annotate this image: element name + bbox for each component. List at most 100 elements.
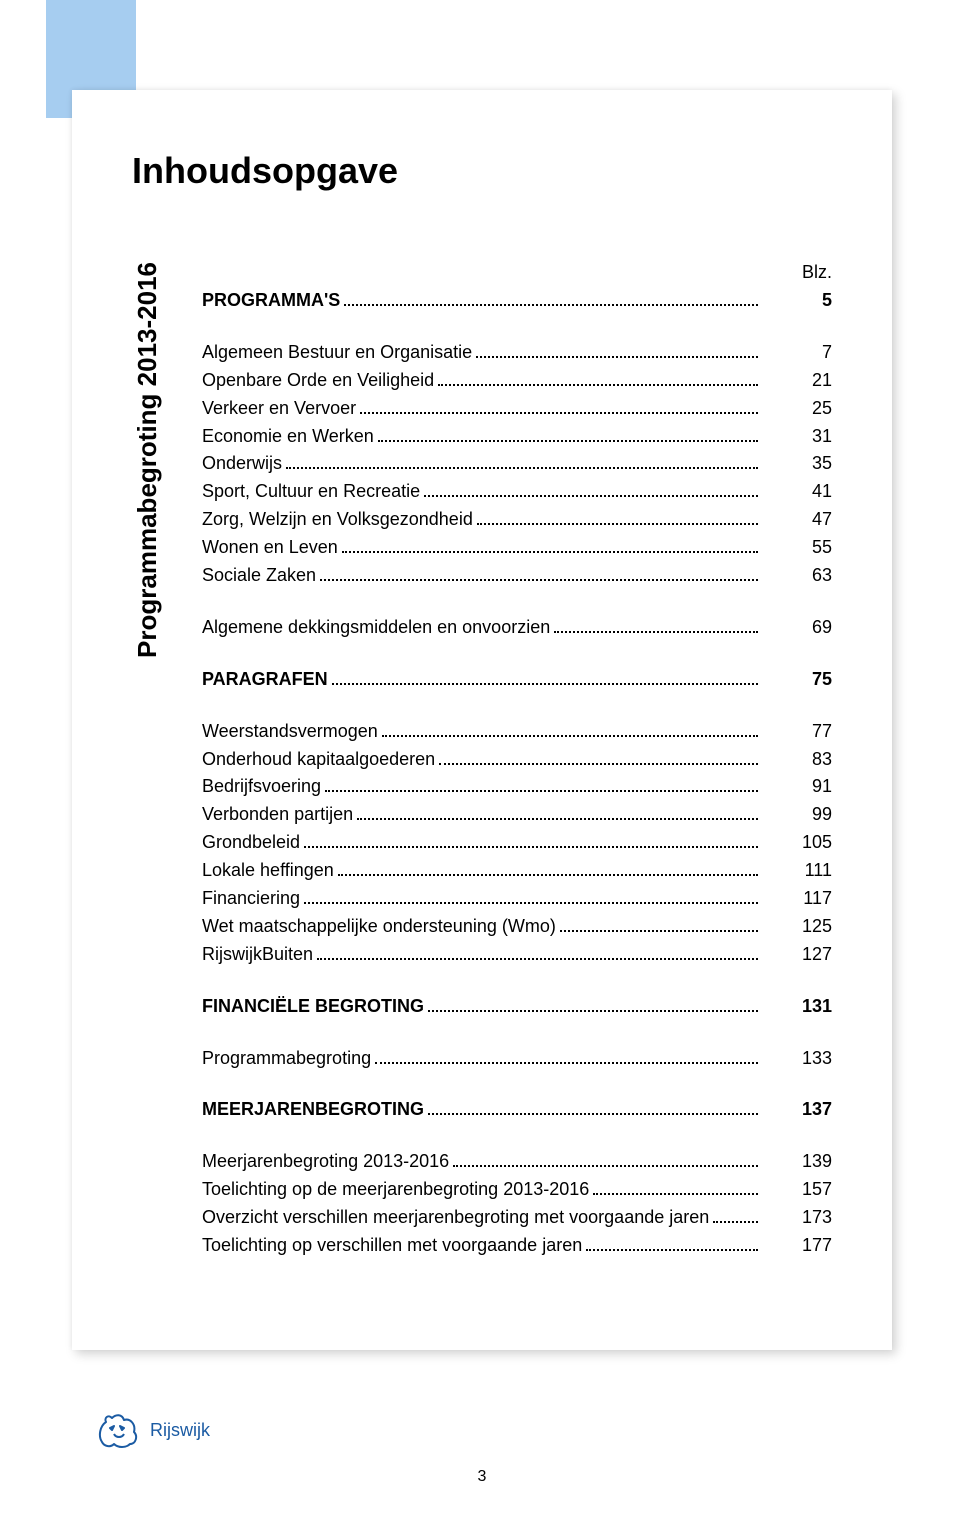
- toc-row: Programmabegroting133: [202, 1045, 832, 1073]
- toc-page: 137: [762, 1096, 832, 1124]
- toc-gap: [202, 1021, 832, 1045]
- toc-row: MEERJARENBEGROTING 137: [202, 1096, 832, 1124]
- toc-page: 131: [762, 993, 832, 1021]
- toc-label: Weerstandsvermogen: [202, 718, 378, 746]
- toc-dots: [375, 1047, 758, 1063]
- toc-row: Bedrijfsvoering91: [202, 773, 832, 801]
- toc-gap: [202, 969, 832, 993]
- toc-row: Meerjarenbegroting 2013-2016 139: [202, 1148, 832, 1176]
- toc-dots: [304, 888, 758, 904]
- toc-page: 157: [762, 1176, 832, 1204]
- toc-label: Bedrijfsvoering: [202, 773, 321, 801]
- toc-page: 139: [762, 1148, 832, 1176]
- toc-label: Wonen en Leven: [202, 534, 338, 562]
- toc-dots: [476, 342, 758, 358]
- toc-row: Wet maatschappelijke ondersteuning (Wmo)…: [202, 913, 832, 941]
- toc-row: Openbare Orde en Veiligheid21: [202, 367, 832, 395]
- toc-row: RijswijkBuiten 127: [202, 941, 832, 969]
- toc-dots: [453, 1151, 758, 1167]
- toc-row: Toelichting op de meerjarenbegroting 201…: [202, 1176, 832, 1204]
- toc-label: Verkeer en Vervoer: [202, 395, 356, 423]
- toc-row: Weerstandsvermogen 77: [202, 718, 832, 746]
- toc-page: 127: [762, 941, 832, 969]
- toc-page: 47: [762, 506, 832, 534]
- lion-crest-icon: [96, 1412, 140, 1448]
- toc-dots: [438, 370, 758, 386]
- toc-page: 77: [762, 718, 832, 746]
- toc-row: Sport, Cultuur en Recreatie 41: [202, 478, 832, 506]
- toc-gap: [202, 694, 832, 718]
- toc-page: 25: [762, 395, 832, 423]
- toc-row: Verbonden partijen99: [202, 801, 832, 829]
- toc-dots: [360, 397, 758, 413]
- toc-page: 125: [762, 913, 832, 941]
- toc-row: Overzicht verschillen meerjarenbegroting…: [202, 1204, 832, 1232]
- toc-dots: [378, 425, 758, 441]
- toc-dots: [713, 1207, 758, 1223]
- toc-dots: [428, 1099, 758, 1115]
- sidebar-rotated-label: Programmabegroting 2013-2016: [132, 262, 163, 658]
- page-title: Inhoudsopgave: [132, 150, 832, 192]
- toc-page: 21: [762, 367, 832, 395]
- toc-label: Zorg, Welzijn en Volksgezondheid: [202, 506, 473, 534]
- toc-label: PARAGRAFEN: [202, 666, 328, 694]
- toc-page: 69: [762, 614, 832, 642]
- toc-row: Financiering117: [202, 885, 832, 913]
- toc-label: RijswijkBuiten: [202, 941, 313, 969]
- page-number: 3: [478, 1468, 487, 1486]
- toc-row: Grondbeleid 105: [202, 829, 832, 857]
- toc-dots: [477, 509, 758, 525]
- page-footer: Rijswijk 3: [72, 1412, 892, 1486]
- spacer: [202, 262, 762, 283]
- toc-label: Sport, Cultuur en Recreatie: [202, 478, 420, 506]
- toc-dots: [344, 290, 758, 306]
- blz-label: Blz.: [762, 262, 832, 283]
- logo-row: Rijswijk: [72, 1412, 892, 1448]
- toc-gap: [202, 1124, 832, 1148]
- toc-list: PROGRAMMA'S5Algemeen Bestuur en Organisa…: [202, 287, 832, 1260]
- toc-page: 83: [762, 746, 832, 774]
- toc-dots: [357, 804, 758, 820]
- toc-dots: [317, 944, 758, 960]
- toc-label: Verbonden partijen: [202, 801, 353, 829]
- toc-label: Meerjarenbegroting 2013-2016: [202, 1148, 449, 1176]
- toc-dots: [286, 453, 758, 469]
- toc-gap: [202, 590, 832, 614]
- toc-row: PARAGRAFEN 75: [202, 666, 832, 694]
- toc-label: Programmabegroting: [202, 1045, 371, 1073]
- toc-label: Sociale Zaken: [202, 562, 316, 590]
- toc-dots: [338, 860, 758, 876]
- toc-dots: [560, 916, 758, 932]
- toc-label: MEERJARENBEGROTING: [202, 1096, 424, 1124]
- logo-text: Rijswijk: [150, 1420, 210, 1441]
- toc-dots: [593, 1179, 758, 1195]
- toc-page: 7: [762, 339, 832, 367]
- toc-row: Lokale heffingen111: [202, 857, 832, 885]
- toc-row: Toelichting op verschillen met voorgaand…: [202, 1232, 832, 1260]
- toc-label: PROGRAMMA'S: [202, 287, 340, 315]
- toc-row: Algemeen Bestuur en Organisatie 7: [202, 339, 832, 367]
- toc-body: Programmabegroting 2013-2016 Blz. PROGRA…: [132, 262, 832, 1260]
- toc-label: Algemeen Bestuur en Organisatie: [202, 339, 472, 367]
- toc-dots: [439, 748, 758, 764]
- toc-page: 173: [762, 1204, 832, 1232]
- toc-page: 75: [762, 666, 832, 694]
- toc-page: 31: [762, 423, 832, 451]
- toc-row: Sociale Zaken 63: [202, 562, 832, 590]
- toc-label: Grondbeleid: [202, 829, 300, 857]
- toc-row: Economie en Werken 31: [202, 423, 832, 451]
- toc-row: FINANCIËLE BEGROTING131: [202, 993, 832, 1021]
- toc-row: Onderwijs35: [202, 450, 832, 478]
- toc-label: Algemene dekkingsmiddelen en onvoorzien: [202, 614, 550, 642]
- toc-label: Overzicht verschillen meerjarenbegroting…: [202, 1204, 709, 1232]
- blz-header-row: Blz.: [202, 262, 832, 283]
- toc-page: 105: [762, 829, 832, 857]
- toc-label: Lokale heffingen: [202, 857, 334, 885]
- toc-dots: [332, 669, 758, 685]
- toc-row: Verkeer en Vervoer 25: [202, 395, 832, 423]
- toc-label: Economie en Werken: [202, 423, 374, 451]
- toc-gap: [202, 315, 832, 339]
- toc-dots: [342, 537, 758, 553]
- toc-page: 41: [762, 478, 832, 506]
- toc-page: 63: [762, 562, 832, 590]
